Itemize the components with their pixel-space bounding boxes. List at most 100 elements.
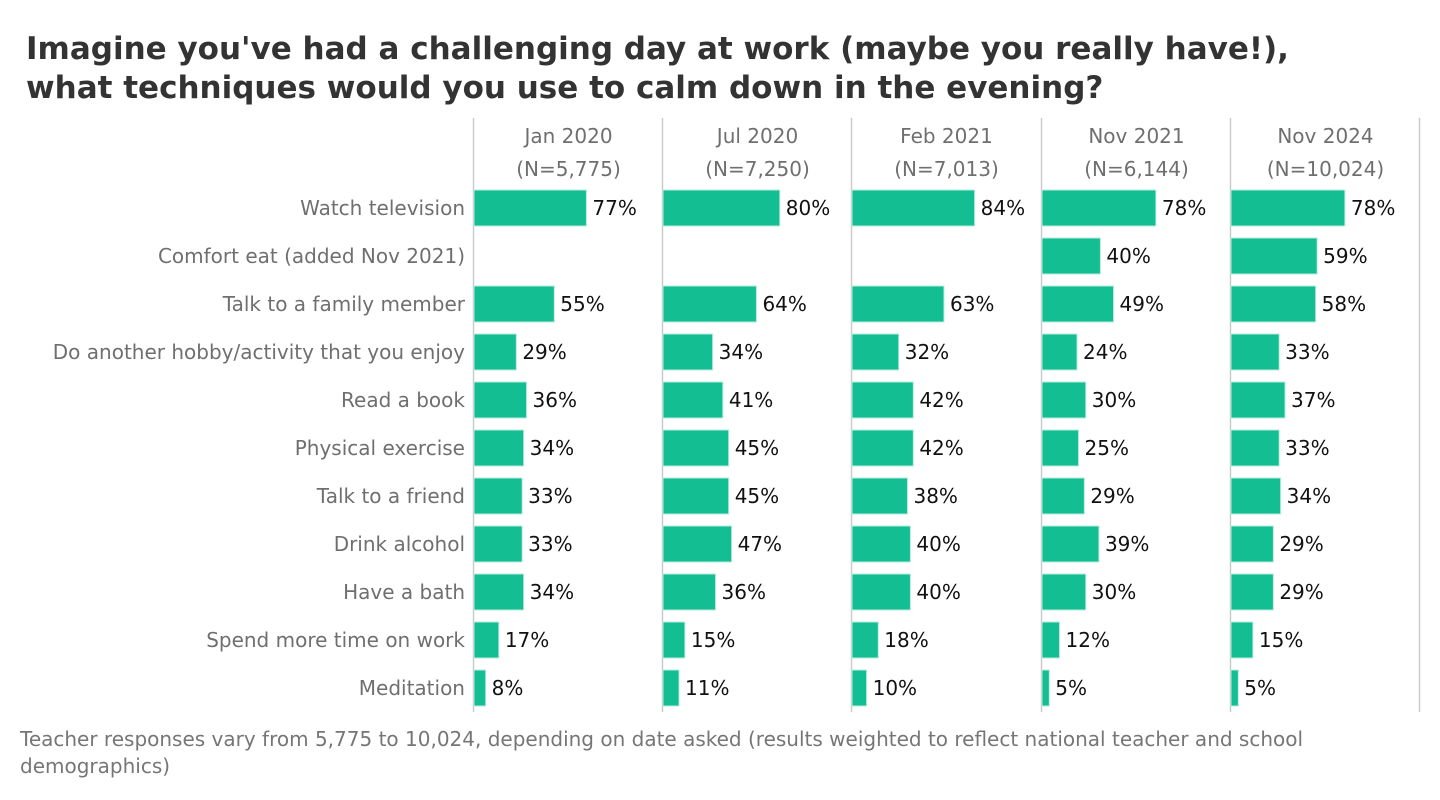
bar-value-label: 30%: [1092, 580, 1136, 604]
bar: [1041, 381, 1087, 419]
bar: [1041, 285, 1115, 323]
bar-value-label: 17%: [505, 628, 549, 652]
category-label: Read a book: [341, 388, 465, 412]
bar: [1230, 477, 1282, 515]
bar-value-label: 38%: [913, 484, 957, 508]
bar-value-label: 33%: [1285, 436, 1329, 460]
bar: [662, 429, 730, 467]
bar-value-label: 40%: [1106, 244, 1150, 268]
bar: [662, 621, 686, 659]
bar-value-label: 29%: [1279, 532, 1323, 556]
bar: [662, 573, 717, 611]
category-label: Talk to a family member: [222, 292, 466, 316]
panel-header-date: Nov 2024: [1277, 124, 1373, 148]
bar-value-label: 33%: [528, 532, 572, 556]
bar-value-label: 5%: [1244, 676, 1276, 700]
bar: [1230, 669, 1239, 707]
bar: [473, 189, 587, 227]
bar: [662, 669, 680, 707]
bar-value-label: 84%: [981, 196, 1025, 220]
bar: [662, 381, 724, 419]
panel-header-n: (N=5,775): [516, 157, 621, 181]
bar-value-label: 64%: [762, 292, 806, 316]
bar-value-label: 30%: [1092, 388, 1136, 412]
category-label: Watch television: [300, 196, 465, 220]
bar: [473, 477, 523, 515]
category-label: Talk to a friend: [316, 484, 465, 508]
bar-value-label: 40%: [916, 532, 960, 556]
bar-value-label: 42%: [919, 436, 963, 460]
bar: [1041, 189, 1157, 227]
bar: [1230, 525, 1274, 563]
bar: [662, 333, 714, 371]
bar-value-label: 45%: [735, 484, 779, 508]
panel-header-n: (N=10,024): [1267, 157, 1384, 181]
bar-value-label: 80%: [786, 196, 830, 220]
bar: [851, 189, 976, 227]
bar-value-label: 33%: [528, 484, 572, 508]
bar-value-label: 29%: [522, 340, 566, 364]
category-label: Comfort eat (added Nov 2021): [158, 244, 465, 268]
bar: [851, 525, 911, 563]
footnote: Teacher responses vary from 5,775 to 10,…: [20, 727, 1304, 778]
bar-value-label: 29%: [1279, 580, 1323, 604]
panel-header-date: Nov 2021: [1088, 124, 1184, 148]
bar: [1230, 621, 1254, 659]
panel-header-n: (N=7,250): [705, 157, 810, 181]
bar-value-label: 77%: [592, 196, 636, 220]
bar: [473, 429, 525, 467]
bar: [1041, 669, 1050, 707]
bar: [662, 525, 733, 563]
bar-value-label: 15%: [691, 628, 735, 652]
bar-value-label: 63%: [950, 292, 994, 316]
bar: [851, 621, 879, 659]
bar-value-label: 36%: [533, 388, 577, 412]
bar-value-label: 39%: [1105, 532, 1149, 556]
chart-title-line-1: Imagine you've had a challenging day at …: [26, 31, 1289, 67]
bar-value-label: 29%: [1090, 484, 1134, 508]
bar: [1230, 237, 1318, 275]
bar-value-label: 49%: [1120, 292, 1164, 316]
bar-value-label: 55%: [560, 292, 604, 316]
bar-value-label: 34%: [530, 580, 574, 604]
bar-value-label: 78%: [1162, 196, 1206, 220]
bar: [1041, 477, 1085, 515]
panel-header-date: Jan 2020: [522, 124, 612, 148]
panel-header-n: (N=6,144): [1084, 157, 1189, 181]
bar-value-label: 36%: [722, 580, 766, 604]
bar: [851, 381, 914, 419]
bar-value-label: 47%: [738, 532, 782, 556]
chart: Watch television Comfort eat (added Nov 2…: [53, 118, 1421, 712]
bar-value-label: 33%: [1285, 340, 1329, 364]
bar-value-label: 40%: [916, 580, 960, 604]
bar: [851, 669, 868, 707]
bar: [1230, 573, 1274, 611]
bar: [473, 333, 517, 371]
bar: [473, 381, 528, 419]
chart-title: Imagine you've had a challenging day at …: [26, 30, 1416, 108]
bar-value-label: 15%: [1259, 628, 1303, 652]
bar-value-label: 25%: [1085, 436, 1129, 460]
bar: [851, 333, 900, 371]
category-label: Drink alcohol: [334, 532, 465, 556]
category-label: Meditation: [359, 676, 465, 700]
bar: [473, 669, 487, 707]
bar-value-label: 37%: [1291, 388, 1335, 412]
bar-value-label: 8%: [492, 676, 524, 700]
bar-value-label: 11%: [685, 676, 729, 700]
bar: [1230, 189, 1346, 227]
category-label: Have a bath: [343, 580, 465, 604]
bar-value-label: 34%: [530, 436, 574, 460]
bar: [1041, 237, 1101, 275]
bar-value-label: 5%: [1055, 676, 1087, 700]
bar: [851, 477, 908, 515]
category-label: Do another hobby/activity that you enjoy: [53, 340, 465, 364]
bar: [1230, 381, 1286, 419]
bar-value-label: 10%: [873, 676, 917, 700]
bar-value-label: 41%: [729, 388, 773, 412]
bar-value-label: 42%: [919, 388, 963, 412]
bar: [1041, 429, 1079, 467]
bar: [473, 525, 523, 563]
bar: [662, 189, 781, 227]
bar: [851, 429, 914, 467]
